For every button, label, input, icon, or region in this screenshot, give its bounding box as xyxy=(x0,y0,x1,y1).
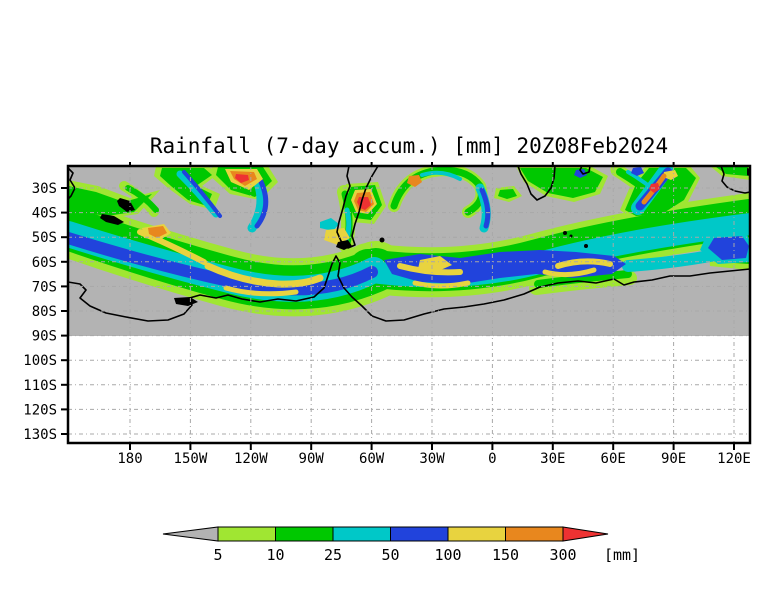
y-tick-label: 40S xyxy=(32,206,57,222)
coastline xyxy=(579,166,591,175)
rain-band-z2 xyxy=(125,185,159,213)
rainfall-field xyxy=(68,166,750,317)
colorbar-overflow-arrow xyxy=(562,526,609,542)
rain-band-z5 xyxy=(555,258,613,269)
y-tick-label: 90S xyxy=(32,329,57,345)
colorbar-segment xyxy=(332,526,391,542)
x-tick-label: 120W xyxy=(234,451,268,467)
coastlines xyxy=(68,166,750,322)
plot-border xyxy=(66,164,752,445)
colorbar-segment xyxy=(275,526,334,542)
y-tick-label: 130S xyxy=(23,427,57,443)
rain-band-z5 xyxy=(412,280,471,289)
colorbar: 5 10 25 50 100 150 300 [mm] xyxy=(162,526,640,564)
island-dot xyxy=(379,237,385,243)
rain-band-z5 xyxy=(397,263,463,276)
x-tick-label: 30W xyxy=(419,451,445,467)
x-tick-label: 90E xyxy=(661,451,686,467)
x-tick-label: 180 xyxy=(117,451,142,467)
colorbar-level-label: 10 xyxy=(266,546,284,564)
plot-area: 180 150W 120W 90W 60W 30W 0 30E 60E 90E 120E 30S 40S… xyxy=(23,162,752,467)
island-dot xyxy=(563,231,567,235)
colorbar-segment xyxy=(505,526,564,542)
colorbar-segment xyxy=(390,526,449,542)
rain-band-z3 xyxy=(420,170,462,181)
y-tick-label: 60S xyxy=(32,255,57,271)
coastline xyxy=(68,167,76,200)
rain-shade-z5 xyxy=(663,170,678,180)
y-tick-label: 80S xyxy=(32,304,57,320)
colorbar-level-label: 150 xyxy=(492,546,519,564)
island-dot xyxy=(584,244,588,248)
rain-band-z4 xyxy=(182,170,222,218)
rain-band-z5 xyxy=(204,262,324,288)
x-tick-label: 60W xyxy=(359,451,385,467)
rain-band-z4 xyxy=(479,187,491,229)
axes: 180 150W 120W 90W 60W 30W 0 30E 60E 90E 120E 30S 40S… xyxy=(23,162,751,467)
x-tick-label: 120E xyxy=(717,451,751,467)
rain-shade-z5 xyxy=(418,256,452,272)
colorbar-level-label: 100 xyxy=(434,546,461,564)
rain-shade-z4 xyxy=(708,236,749,260)
y-tick-label: 50S xyxy=(32,230,57,246)
colorbar-level-label: 5 xyxy=(213,546,222,564)
rain-shade-z5 xyxy=(324,228,350,245)
rain-shade-z7 xyxy=(235,174,249,183)
rain-band-z5 xyxy=(542,267,597,278)
x-tick-label: 0 xyxy=(488,451,496,467)
colorbar-unit-label: [mm] xyxy=(604,546,640,564)
colorbar-segment xyxy=(217,526,276,542)
gridlines xyxy=(68,166,750,443)
colorbar-level-label: 300 xyxy=(549,546,576,564)
rain-shade-z3 xyxy=(320,218,339,231)
colorbar-segment xyxy=(447,526,506,542)
rain-shade-z6 xyxy=(148,226,167,238)
rain-shade-z2 xyxy=(498,189,517,199)
colorbar-level-label: 25 xyxy=(324,546,342,564)
island xyxy=(117,198,135,212)
x-tick-label: 150W xyxy=(174,451,208,467)
rain-band-z5 xyxy=(223,285,299,297)
rain-band-z2 xyxy=(534,270,632,288)
rain-shade-z4 xyxy=(574,169,587,178)
island xyxy=(174,297,198,306)
rain-shade-z6 xyxy=(407,175,422,187)
coastline xyxy=(517,166,556,201)
rain-band-z4 xyxy=(68,232,378,296)
rain-shade-z2 xyxy=(716,167,748,176)
x-tick-label: 60E xyxy=(601,451,626,467)
colorbar-underflow-arrow xyxy=(162,526,219,542)
y-tick-label: 100S xyxy=(23,353,57,369)
y-tick-label: 110S xyxy=(23,378,57,394)
coastline xyxy=(68,255,750,322)
y-tick-label: 70S xyxy=(32,279,57,295)
colorbar-level-label: 50 xyxy=(381,546,399,564)
x-tick-label: 30E xyxy=(540,451,565,467)
island xyxy=(100,214,124,225)
island xyxy=(336,240,352,250)
rain-band-z3 xyxy=(176,170,220,218)
y-tick-label: 120S xyxy=(23,402,57,418)
x-tick-label: 90W xyxy=(299,451,325,467)
coastline xyxy=(720,166,750,194)
y-tick-label: 30S xyxy=(32,181,57,197)
rain-shade-z4 xyxy=(631,167,644,176)
chart-title: Rainfall (7-day accum.) [mm] 20Z08Feb202… xyxy=(149,134,669,158)
